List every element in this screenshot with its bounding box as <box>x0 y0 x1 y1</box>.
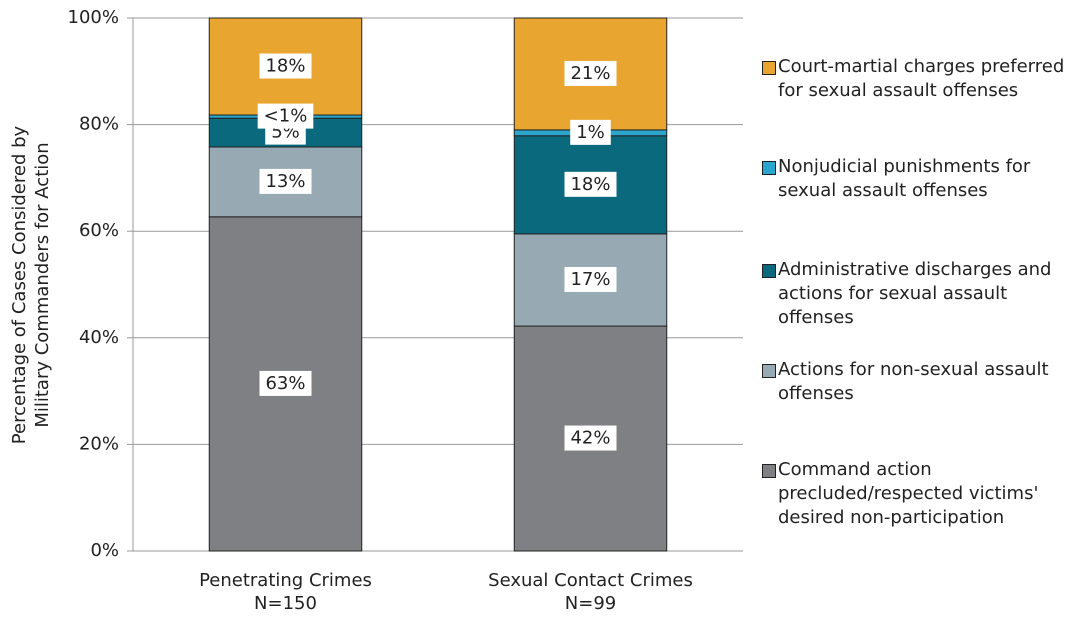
data-label-box <box>564 60 617 86</box>
legend-label: Command action precluded/respected victi… <box>778 459 1039 528</box>
data-label: <1% <box>264 106 308 127</box>
data-label-box <box>564 425 617 451</box>
data-label: 13% <box>265 171 305 192</box>
data-label: 1% <box>576 122 605 143</box>
data-label: 18% <box>265 56 305 77</box>
y-tick-label: 60% <box>79 220 119 241</box>
x-tick-label: Sexual Contact Crimes <box>488 570 693 591</box>
x-tick-label: Penetrating Crimes <box>199 570 372 591</box>
data-label-box <box>564 171 617 197</box>
legend-label: Nonjudicial punishments for sexual assau… <box>778 156 1031 201</box>
data-label-box <box>259 53 312 79</box>
data-label: 17% <box>570 269 610 290</box>
legend-label: Court-martial charges preferred for sexu… <box>778 56 1065 101</box>
x-tick-sublabel: N=150 <box>254 593 317 614</box>
data-label-box <box>259 168 312 194</box>
data-label: 21% <box>570 63 610 84</box>
y-axis-title: Military Commanders for Action <box>32 142 53 427</box>
legend-swatch <box>762 161 776 175</box>
data-label-box <box>564 266 617 292</box>
y-tick-label: 100% <box>68 7 119 28</box>
legend-swatch <box>762 264 776 278</box>
y-tick-label: 20% <box>79 433 119 454</box>
legend-swatch <box>762 464 776 478</box>
bar-segment <box>513 135 668 235</box>
legend-item: Actions for non-sexual assault offenses <box>762 358 1084 406</box>
legend-swatch <box>762 364 776 378</box>
legend-item: Court-martial charges preferred for sexu… <box>762 55 1084 103</box>
data-label: 42% <box>570 428 610 449</box>
y-tick-label: 40% <box>79 327 119 348</box>
data-label: 63% <box>265 373 305 394</box>
legend-item: Administrative discharges and actions fo… <box>762 258 1084 330</box>
legend-label: Actions for non-sexual assault offenses <box>778 359 1049 404</box>
y-tick-label: 80% <box>79 114 119 135</box>
x-tick-sublabel: N=99 <box>565 593 616 614</box>
data-label: 18% <box>570 174 610 195</box>
legend-item: Nonjudicial punishments for sexual assau… <box>762 155 1084 203</box>
legend-item: Command action precluded/respected victi… <box>762 458 1084 530</box>
legend-label: Administrative discharges and actions fo… <box>778 259 1052 328</box>
data-label-box <box>259 370 312 396</box>
data-label-box <box>257 103 314 129</box>
y-axis-title: Percentage of Cases Considered by <box>9 125 30 444</box>
data-label-box <box>570 119 611 145</box>
y-tick-label: 0% <box>90 540 119 561</box>
legend-swatch <box>762 61 776 75</box>
